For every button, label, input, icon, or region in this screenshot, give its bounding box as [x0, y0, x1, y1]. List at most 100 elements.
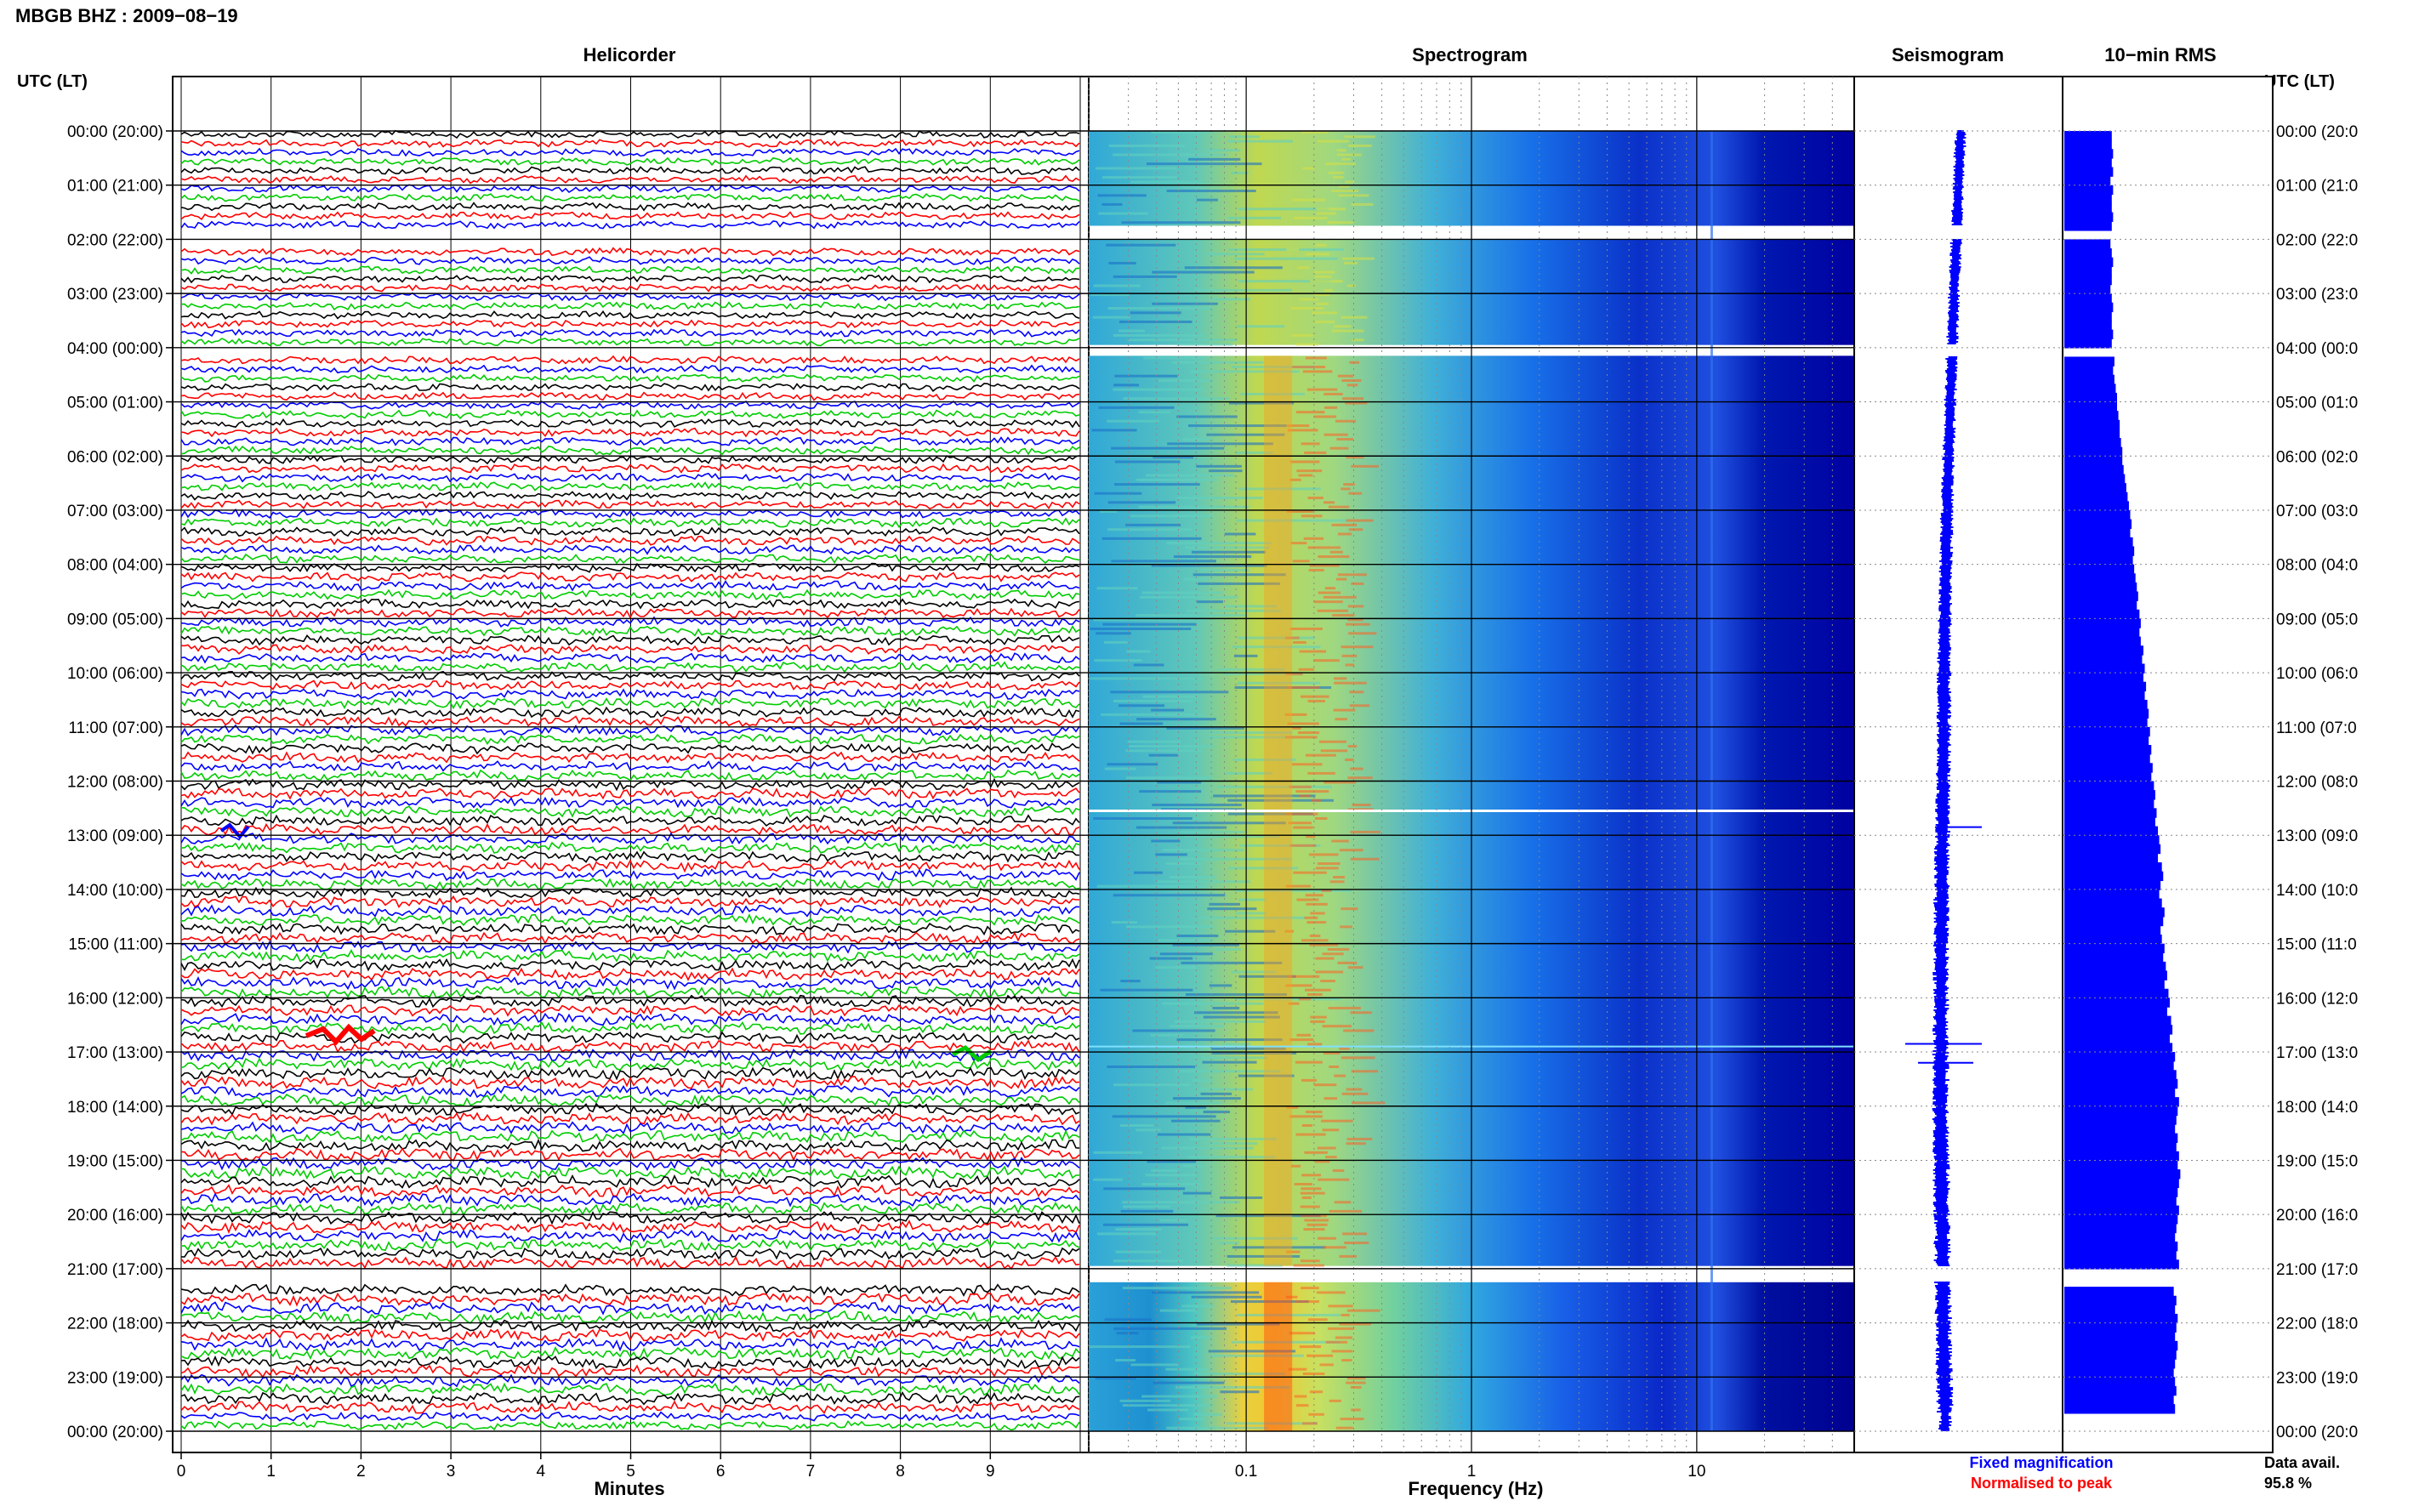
- rms-bar: [2064, 1006, 2167, 1017]
- spectrogram-peak-streak: [1319, 1363, 1334, 1367]
- spectrogram-peak-streak: [1295, 411, 1325, 414]
- spectrogram-streak: [1151, 708, 1184, 712]
- spectrogram-peak-streak: [1309, 935, 1321, 938]
- spectrogram-streak: [1196, 1322, 1280, 1326]
- spectrogram-peak-streak: [1318, 555, 1350, 559]
- spectrogram-streak: [1093, 284, 1141, 287]
- rms-bar: [2064, 356, 2114, 367]
- spectrogram-streak: [1113, 384, 1139, 387]
- rms-bar: [2064, 320, 2112, 331]
- hour-label-left: 23:00 (19:00): [67, 1369, 163, 1387]
- spectrogram-streak: [1122, 1201, 1240, 1204]
- helicorder-trace: [180, 391, 1080, 401]
- spectrogram-peak-streak: [1348, 492, 1363, 495]
- spectrogram-streak: [1162, 849, 1245, 852]
- spectrogram-peak-streak: [1284, 736, 1318, 739]
- spectrogram-peak-streak: [1349, 691, 1364, 694]
- spectrogram-peak-streak: [1289, 627, 1323, 630]
- rms-bar: [2064, 853, 2159, 863]
- rms-bar: [2064, 970, 2167, 981]
- spectrogram-streak: [1157, 880, 1250, 884]
- spectrogram-peak-streak: [1314, 293, 1330, 297]
- spectrogram-streak: [1132, 1029, 1215, 1032]
- hour-label-right: 02:00 (22:0: [2276, 231, 2358, 249]
- rms-bar: [2064, 492, 2128, 503]
- spectrogram-peak-streak: [1295, 1133, 1326, 1136]
- spectrogram-peak-streak: [1350, 767, 1363, 770]
- rms-bar: [2064, 691, 2145, 701]
- spectrogram-peak-streak: [1325, 1340, 1347, 1344]
- spectrogram-peak-streak: [1323, 392, 1343, 395]
- rms-bar: [2064, 808, 2157, 818]
- spectrogram-streak: [1227, 867, 1299, 870]
- rms-bar: [2064, 1205, 2179, 1215]
- panel-title-spectrogram: Spectrogram: [1412, 44, 1528, 65]
- spectrogram-peak-streak: [1298, 668, 1315, 671]
- spectrogram-peak-streak: [1306, 902, 1328, 906]
- helicorder-trace: [180, 733, 1080, 746]
- rms-bar: [2064, 952, 2164, 963]
- spectrogram-streak: [1171, 1119, 1221, 1123]
- spectrogram-streak: [1187, 1156, 1276, 1159]
- spectrogram-peak-streak: [1340, 315, 1368, 319]
- left-axis-title: UTC (LT): [17, 72, 88, 91]
- helicorder-trace: [180, 202, 1080, 212]
- spectrogram-streak: [1136, 718, 1216, 721]
- spectrogram-streak: [1112, 1115, 1216, 1118]
- helicorder-trace: [180, 1238, 1080, 1253]
- spectrogram-peak-streak: [1316, 212, 1336, 215]
- spectrogram-streak: [1188, 424, 1287, 428]
- spectrogram-streak: [1121, 221, 1241, 225]
- spectrogram-peak-streak: [1329, 880, 1345, 884]
- helicorder-trace: [180, 859, 1080, 873]
- spectrogram-peak-streak: [1317, 609, 1349, 612]
- spectrogram-streak: [1104, 767, 1136, 770]
- spectrogram-streak: [1164, 1101, 1222, 1105]
- spectrogram-peak-streak: [1341, 157, 1352, 161]
- rms-bar: [2064, 699, 2148, 710]
- data-avail-value: 95.8 %: [2264, 1475, 2312, 1492]
- rms-bar: [2064, 799, 2154, 810]
- spectrogram-streak: [1194, 288, 1292, 292]
- spectrogram-peak-streak: [1341, 654, 1357, 657]
- spectrogram-peak-streak: [1289, 1115, 1323, 1118]
- spectrogram-streak: [1114, 374, 1178, 378]
- helicorder-trace: [180, 742, 1080, 755]
- hour-label-right: 20:00 (16:0: [2276, 1207, 2358, 1225]
- spectrogram-streak: [1212, 1006, 1240, 1009]
- spectrogram-peak-streak: [1340, 907, 1358, 911]
- spectrogram-streak: [1227, 1264, 1283, 1267]
- rms-bar: [2064, 1052, 2176, 1062]
- spectrogram-streak: [1204, 731, 1293, 735]
- spectrogram-peak-streak: [1322, 1128, 1340, 1132]
- spectrogram-peak-streak: [1338, 185, 1350, 188]
- rms-bar: [2064, 257, 2114, 268]
- rms-bar: [2064, 212, 2114, 222]
- spectrogram-streak: [1145, 1174, 1197, 1177]
- rms-bar: [2064, 871, 2164, 882]
- spectrogram-streak: [1115, 1250, 1162, 1253]
- spectrogram-peak-streak: [1298, 731, 1320, 735]
- spectrogram-peak-streak: [1345, 180, 1355, 184]
- spectrogram-peak-streak: [1346, 1381, 1366, 1384]
- spectrogram-peak-streak: [1343, 261, 1358, 264]
- spectrogram-streak: [1207, 907, 1257, 911]
- spectrogram-streak: [1093, 618, 1206, 622]
- spectrogram-peak-streak: [1339, 849, 1363, 852]
- spectrogram-streak: [1140, 595, 1238, 599]
- spectrogram-peak-streak: [1299, 298, 1319, 301]
- helicorder-trace: [180, 571, 1080, 583]
- helicorder-trace: [180, 1391, 1080, 1406]
- spectrogram-peak-streak: [1345, 401, 1368, 405]
- helicorder-trace: [180, 1192, 1080, 1208]
- hour-label-left: 14:00 (10:00): [67, 882, 163, 900]
- rms-bar: [2064, 1033, 2170, 1044]
- rms-bar: [2064, 1377, 2176, 1387]
- helicorder-trace: [180, 1283, 1080, 1297]
- rms-bar: [2064, 1123, 2176, 1134]
- spectrogram-streak: [1113, 1327, 1227, 1330]
- helicorder-trace: [180, 931, 1080, 945]
- spectrogram-streak: [1151, 564, 1267, 567]
- rms-bar: [2064, 673, 2143, 683]
- spectrogram-peak-streak: [1309, 943, 1339, 946]
